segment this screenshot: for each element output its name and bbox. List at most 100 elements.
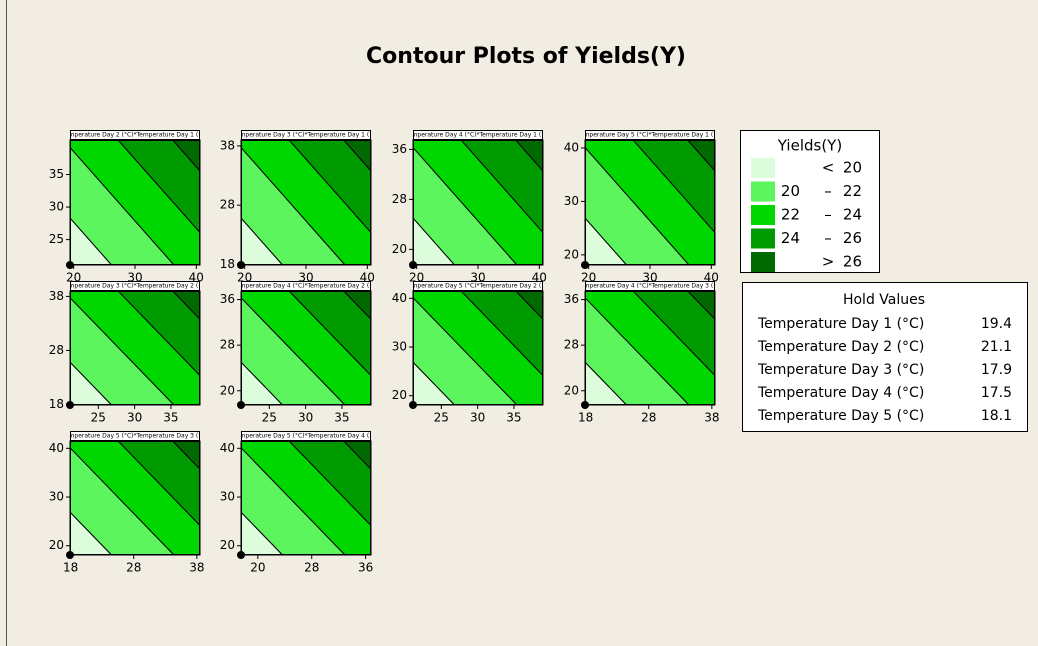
panel: Temperature Day 2 (°C)*Temperature Day 1… <box>49 130 208 285</box>
panel-title: Temperature Day 4 (°C)*Temperature Day 3… <box>576 283 723 290</box>
plot-frame <box>241 441 371 555</box>
plot-frame <box>241 140 371 265</box>
hold-point <box>66 401 74 409</box>
y-tick-label: 36 <box>392 142 407 156</box>
y-tick-label: 30 <box>564 194 579 208</box>
panel-title-strip <box>70 431 200 441</box>
x-tick-label: 18 <box>578 411 593 425</box>
legend-swatch <box>751 252 775 272</box>
y-tick-label: 35 <box>49 167 64 181</box>
panel-title: Temperature Day 2 (°C)*Temperature Day 1… <box>61 132 208 139</box>
y-tick-label: 20 <box>564 383 579 397</box>
y-tick-label: 18 <box>220 257 235 271</box>
hold-name: Temperature Day 4 (°C) <box>757 385 924 401</box>
y-tick-label: 20 <box>564 247 579 261</box>
hold-point <box>66 551 74 559</box>
y-tick-label: 20 <box>49 538 64 552</box>
panel-title: Temperature Day 5 (°C)*Temperature Day 3… <box>61 433 208 440</box>
x-tick-label: 30 <box>470 411 485 425</box>
hold-values-box <box>742 282 1028 432</box>
chart-title: Contour Plots of Yields(Y) <box>366 44 686 69</box>
y-tick-label: 30 <box>49 490 64 504</box>
x-tick-label: 30 <box>298 411 313 425</box>
hold-values-title: Hold Values <box>843 292 925 308</box>
x-tick-label: 25 <box>262 411 277 425</box>
legend-title: Yields(Y) <box>777 137 842 155</box>
x-tick-label: 28 <box>304 561 319 575</box>
legend-swatch <box>751 158 775 178</box>
plot-frame <box>241 291 371 405</box>
hold-point <box>409 401 417 409</box>
legend-swatch <box>751 228 775 249</box>
legend-high: 22 <box>843 182 862 200</box>
y-tick-label: 28 <box>220 198 235 212</box>
panel: Temperature Day 4 (°C)*Temperature Day 3… <box>564 281 723 425</box>
x-tick-label: 30 <box>127 411 142 425</box>
panel-title: Temperature Day 5 (°C)*Temperature Day 1… <box>576 132 723 139</box>
y-tick-label: 40 <box>392 291 407 305</box>
plot-frame <box>413 140 543 265</box>
y-tick-label: 20 <box>220 538 235 552</box>
legend-op: < <box>822 159 835 177</box>
y-tick-label: 30 <box>220 490 235 504</box>
legend-low: 22 <box>781 206 800 224</box>
hold-value: 17.5 <box>981 385 1012 401</box>
x-tick-label: 35 <box>506 411 521 425</box>
hold-name: Temperature Day 5 (°C) <box>757 408 924 424</box>
legend-low: 24 <box>781 229 800 247</box>
panel: Temperature Day 5 (°C)*Temperature Day 1… <box>564 130 723 285</box>
panel-title-strip <box>413 130 543 140</box>
y-tick-label: 40 <box>564 141 579 155</box>
x-tick-label: 35 <box>334 411 349 425</box>
plot-frame <box>585 291 715 405</box>
panel-title-strip <box>241 281 371 291</box>
plot-frame <box>413 291 543 405</box>
y-tick-label: 20 <box>220 383 235 397</box>
x-tick-label: 36 <box>358 561 373 575</box>
y-tick-label: 28 <box>392 192 407 206</box>
y-tick-label: 18 <box>49 397 64 411</box>
y-tick-label: 40 <box>220 441 235 455</box>
legend-value: 26 <box>843 253 862 271</box>
hold-point <box>237 261 245 269</box>
panel-title-strip <box>585 130 715 140</box>
hold-name: Temperature Day 2 (°C) <box>757 339 924 355</box>
x-tick-label: 28 <box>126 561 141 575</box>
hold-name: Temperature Day 3 (°C) <box>757 362 924 378</box>
panel-title: Temperature Day 5 (°C)*Temperature Day 2… <box>404 283 551 290</box>
y-tick-label: 20 <box>392 242 407 256</box>
plot-frame <box>70 291 200 405</box>
panel-title: Temperature Day 5 (°C)*Temperature Day 4… <box>232 433 379 440</box>
legend-op: > <box>822 253 835 271</box>
hold-point <box>581 401 589 409</box>
y-tick-label: 40 <box>49 441 64 455</box>
hold-point <box>237 401 245 409</box>
panel: Temperature Day 4 (°C)*Temperature Day 2… <box>220 281 379 425</box>
y-tick-label: 30 <box>49 200 64 214</box>
legend-sep: – <box>824 206 832 224</box>
panel-title: Temperature Day 4 (°C)*Temperature Day 1… <box>404 132 551 139</box>
legend-low: 20 <box>781 182 800 200</box>
hold-point <box>409 261 417 269</box>
x-tick-label: 25 <box>91 411 106 425</box>
y-tick-label: 30 <box>392 340 407 354</box>
legend-swatch <box>751 205 775 225</box>
y-tick-label: 28 <box>564 338 579 352</box>
x-tick-label: 18 <box>63 561 78 575</box>
y-tick-label: 28 <box>220 338 235 352</box>
x-tick-label: 38 <box>704 411 719 425</box>
hold-point <box>66 261 74 269</box>
y-tick-label: 36 <box>220 292 235 306</box>
panel-title: Temperature Day 3 (°C)*Temperature Day 1… <box>232 132 379 139</box>
plot-frame <box>70 441 200 555</box>
panel: Temperature Day 5 (°C)*Temperature Day 2… <box>392 281 551 425</box>
legend-sep: – <box>824 182 832 200</box>
panel-title: Temperature Day 4 (°C)*Temperature Day 2… <box>232 283 379 290</box>
x-tick-label: 25 <box>434 411 449 425</box>
plot-frame <box>585 140 715 265</box>
y-tick-label: 36 <box>564 292 579 306</box>
panel-title: Temperature Day 3 (°C)*Temperature Day 2… <box>61 283 208 290</box>
panel: Temperature Day 5 (°C)*Temperature Day 4… <box>220 431 379 575</box>
